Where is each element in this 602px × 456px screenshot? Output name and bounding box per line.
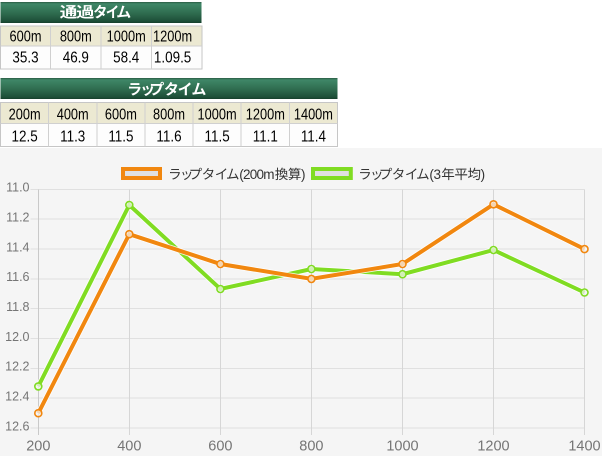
- svg-text:11.6: 11.6: [6, 270, 29, 284]
- svg-text:1400m: 1400m: [294, 106, 333, 124]
- svg-text:12.4: 12.4: [5, 390, 29, 404]
- svg-text:200m: 200m: [9, 106, 41, 124]
- svg-text:12.6: 12.6: [5, 419, 29, 433]
- svg-text:11.0: 11.0: [6, 181, 29, 195]
- svg-text:11.1: 11.1: [253, 129, 278, 146]
- svg-text:400: 400: [117, 438, 141, 454]
- svg-text:11.2: 11.2: [6, 211, 29, 225]
- svg-text:600: 600: [208, 438, 232, 454]
- svg-text:(3: (3: [429, 167, 440, 182]
- svg-text:(200m: (200m: [239, 167, 274, 182]
- svg-text:800m: 800m: [153, 106, 185, 124]
- svg-text:): ): [301, 167, 306, 182]
- svg-text:800m: 800m: [60, 28, 92, 46]
- svg-text:58.4: 58.4: [113, 49, 139, 66]
- svg-text:1000: 1000: [386, 438, 418, 454]
- svg-text:11.6: 11.6: [156, 129, 181, 146]
- svg-text:800: 800: [299, 438, 323, 454]
- svg-text:400m: 400m: [57, 106, 89, 124]
- svg-text:1200m: 1200m: [153, 28, 192, 46]
- svg-text:): ): [481, 167, 486, 182]
- svg-text:1000m: 1000m: [107, 28, 146, 46]
- svg-text:46.9: 46.9: [63, 49, 89, 66]
- svg-text:1.09.5: 1.09.5: [154, 49, 191, 66]
- svg-text:12.2: 12.2: [5, 360, 29, 374]
- svg-text:11.4: 11.4: [301, 129, 326, 146]
- svg-text:35.3: 35.3: [12, 49, 38, 66]
- svg-text:600m: 600m: [10, 28, 42, 46]
- svg-text:200: 200: [26, 438, 50, 454]
- svg-text:11.8: 11.8: [6, 300, 29, 314]
- svg-text:11.5: 11.5: [205, 129, 230, 146]
- svg-text:1000m: 1000m: [198, 106, 237, 124]
- svg-text:11.4: 11.4: [6, 240, 29, 254]
- svg-text:11.3: 11.3: [60, 129, 85, 146]
- svg-text:600m: 600m: [105, 106, 137, 124]
- svg-text:1200m: 1200m: [246, 106, 285, 124]
- svg-text:11.5: 11.5: [108, 129, 133, 146]
- svg-text:12.0: 12.0: [5, 330, 29, 344]
- svg-text:1200: 1200: [477, 438, 509, 454]
- svg-text:12.5: 12.5: [12, 129, 38, 146]
- svg-text:1400: 1400: [568, 438, 600, 454]
